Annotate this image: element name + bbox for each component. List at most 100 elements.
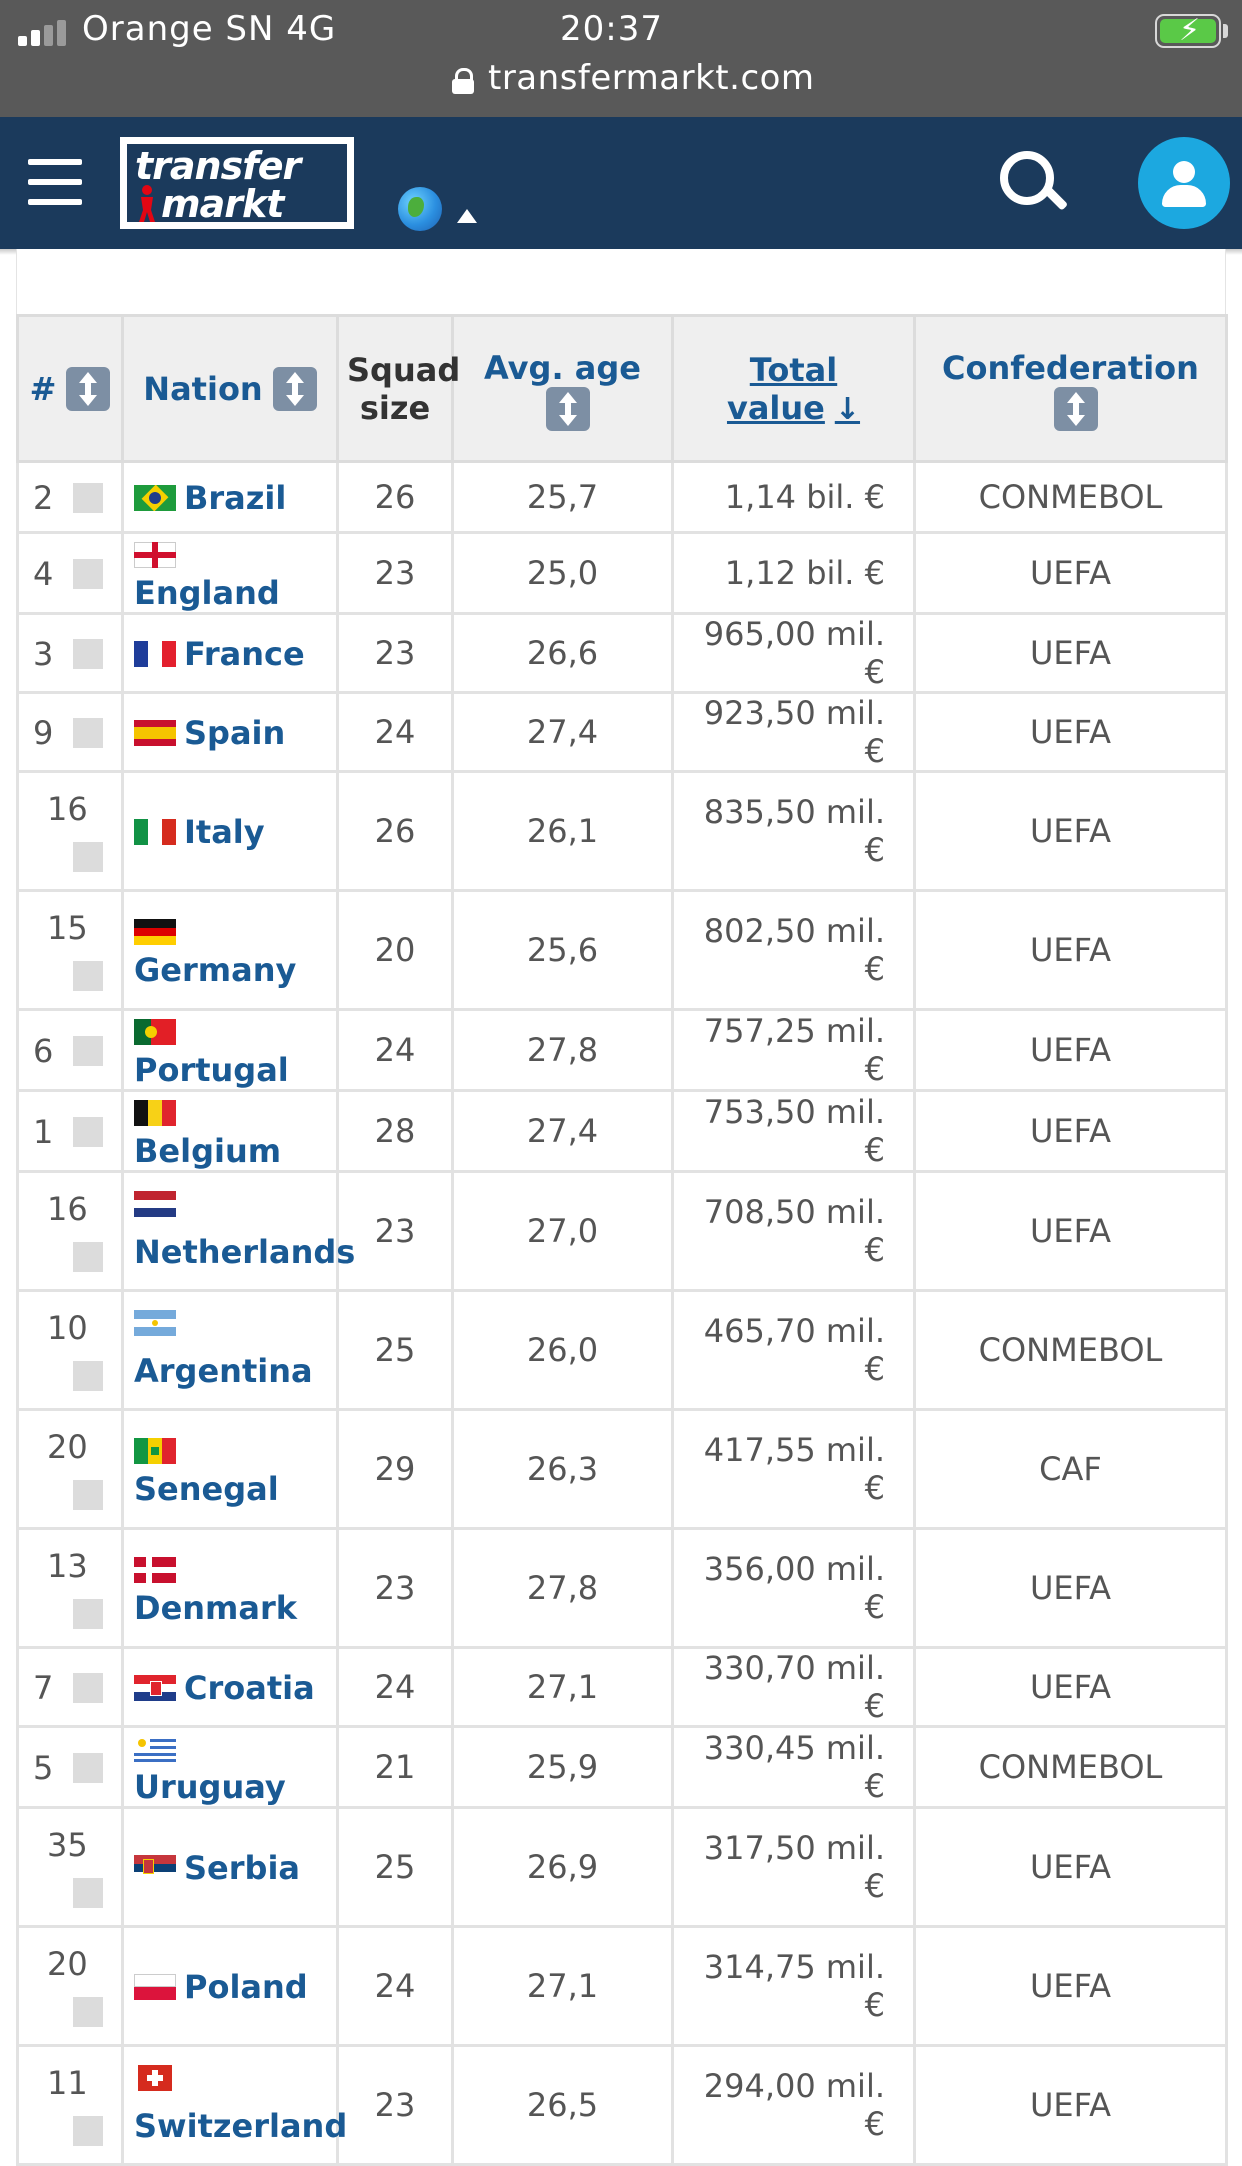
- avg-age-cell: 26,1: [451, 770, 674, 892]
- table-row: 15 Germany 20 25,6 802,50 mil. € UEFA: [16, 889, 1228, 1011]
- nation-cell: Argentina: [121, 1289, 339, 1411]
- globe-icon[interactable]: [398, 187, 442, 231]
- column-header-nation[interactable]: Nation: [121, 314, 339, 463]
- confederation-cell: CONMEBOL: [913, 1289, 1228, 1411]
- rank-number: 16: [47, 1190, 88, 1228]
- nation-link[interactable]: Portugal: [134, 1051, 289, 1089]
- nation-link[interactable]: Brazil: [184, 479, 287, 517]
- compare-checkbox[interactable]: [73, 483, 104, 513]
- compare-checkbox[interactable]: [73, 1117, 104, 1147]
- sort-icon[interactable]: [1053, 386, 1098, 431]
- column-header-rank[interactable]: #: [16, 314, 124, 463]
- rank-cell: 15: [16, 889, 124, 1011]
- rank-cell: 4: [16, 531, 124, 615]
- nation-cell: Uruguay: [121, 1725, 339, 1809]
- squad-size-cell: 25: [336, 1289, 454, 1411]
- nation-link[interactable]: Germany: [134, 951, 297, 989]
- nation-cell: Croatia: [121, 1646, 339, 1728]
- avg-age-cell: 26,6: [451, 612, 674, 694]
- table-row: 9 Spain 24 27,4 923,50 mil. € UEFA: [16, 691, 1228, 773]
- compare-checkbox[interactable]: [73, 1878, 103, 1908]
- total-value-sort-link[interactable]: Total value ↓: [727, 351, 860, 427]
- column-header-avg-age[interactable]: Avg. age: [451, 314, 674, 463]
- rank-number: 6: [33, 1032, 54, 1070]
- confederation-cell: UEFA: [913, 691, 1228, 773]
- compare-checkbox[interactable]: [73, 1242, 103, 1272]
- compare-checkbox[interactable]: [73, 1361, 103, 1391]
- table-row: 20 Poland 24 27,1 314,75 mil. € UEFA: [16, 1925, 1228, 2047]
- total-value-cell: 1,14 bil. €: [671, 460, 916, 534]
- nation-link[interactable]: Argentina: [134, 1352, 313, 1390]
- caret-up-icon[interactable]: [457, 209, 477, 223]
- nation-link[interactable]: France: [184, 635, 305, 673]
- confederation-cell: UEFA: [913, 1646, 1228, 1728]
- avg-age-cell: 27,1: [451, 1925, 674, 2047]
- croatia-flag-icon: [134, 1675, 176, 1701]
- serbia-flag-icon: [134, 1855, 176, 1881]
- rank-number: 9: [33, 714, 54, 752]
- rank-number: 10: [47, 1309, 88, 1347]
- total-value-cell: 417,55 mil. €: [671, 1408, 916, 1530]
- rank-number: 20: [47, 1945, 88, 1983]
- compare-checkbox[interactable]: [73, 2116, 103, 2146]
- nation-link[interactable]: Poland: [184, 1968, 308, 2006]
- compare-checkbox[interactable]: [73, 1753, 104, 1783]
- avg-age-cell: 25,6: [451, 889, 674, 1011]
- rank-cell: 9: [16, 691, 124, 773]
- rank-number: 16: [47, 790, 88, 828]
- squad-size-cell: 26: [336, 460, 454, 534]
- compare-checkbox[interactable]: [73, 842, 103, 872]
- nation-link[interactable]: Switzerland: [134, 2107, 348, 2145]
- user-account-button[interactable]: [1138, 137, 1230, 229]
- confederation-cell: CONMEBOL: [913, 460, 1228, 534]
- squad-size-cell: 29: [336, 1408, 454, 1530]
- sort-icon[interactable]: [545, 386, 590, 431]
- nation-link[interactable]: Denmark: [134, 1589, 298, 1627]
- nation-link[interactable]: Uruguay: [134, 1768, 286, 1806]
- table-row: 10 Argentina 25 26,0 465,70 mil. € CONMEBOL: [16, 1289, 1228, 1411]
- compare-checkbox[interactable]: [73, 1480, 103, 1510]
- search-icon[interactable]: [1000, 151, 1069, 217]
- confederation-cell: UEFA: [913, 2044, 1228, 2166]
- nation-link[interactable]: England: [134, 574, 280, 612]
- nation-link[interactable]: Italy: [184, 813, 265, 851]
- nation-link[interactable]: Spain: [184, 714, 286, 752]
- avg-age-cell: 25,7: [451, 460, 674, 534]
- menu-icon[interactable]: [28, 159, 82, 205]
- total-value-cell: 757,25 mil. €: [671, 1008, 916, 1092]
- nation-link[interactable]: Senegal: [134, 1470, 279, 1508]
- compare-checkbox[interactable]: [73, 718, 104, 748]
- squad-header-line2: size: [359, 388, 431, 427]
- logo-player-figure-icon: [139, 185, 155, 222]
- sort-descending-arrow-icon: ↓: [834, 391, 861, 427]
- compare-checkbox[interactable]: [73, 961, 103, 991]
- avg-age-cell: 26,0: [451, 1289, 674, 1411]
- squad-size-cell: 25: [336, 1806, 454, 1928]
- compare-checkbox[interactable]: [73, 559, 104, 589]
- nation-link[interactable]: Belgium: [134, 1132, 282, 1170]
- address-bar-url[interactable]: transfermarkt.com: [488, 58, 815, 98]
- sort-icon[interactable]: [66, 366, 111, 411]
- nation-link[interactable]: Serbia: [184, 1849, 300, 1887]
- rank-header-label: #: [29, 369, 57, 408]
- rank-number: 13: [47, 1547, 88, 1585]
- nation-link[interactable]: Netherlands: [134, 1233, 356, 1271]
- nation-cell: Brazil: [121, 460, 339, 534]
- nation-link[interactable]: Croatia: [184, 1669, 315, 1707]
- signal-strength-icon: [18, 20, 70, 46]
- sort-icon[interactable]: [272, 366, 317, 411]
- compare-checkbox[interactable]: [73, 1997, 103, 2027]
- squad-size-cell: 24: [336, 1646, 454, 1728]
- compare-checkbox[interactable]: [73, 1599, 103, 1629]
- column-header-confederation[interactable]: Confederation: [913, 314, 1228, 463]
- compare-checkbox[interactable]: [73, 1036, 104, 1066]
- compare-checkbox[interactable]: [73, 1673, 104, 1703]
- rank-cell: 7: [16, 1646, 124, 1728]
- compare-checkbox[interactable]: [73, 639, 104, 669]
- avg-age-cell: 26,3: [451, 1408, 674, 1530]
- confederation-header-label: Confederation: [942, 348, 1199, 387]
- squad-size-cell: 20: [336, 889, 454, 1011]
- transfermarkt-logo[interactable]: transfer markt: [118, 135, 356, 231]
- rank-number: 20: [47, 1428, 88, 1466]
- column-header-total-value[interactable]: Total value ↓: [671, 314, 916, 463]
